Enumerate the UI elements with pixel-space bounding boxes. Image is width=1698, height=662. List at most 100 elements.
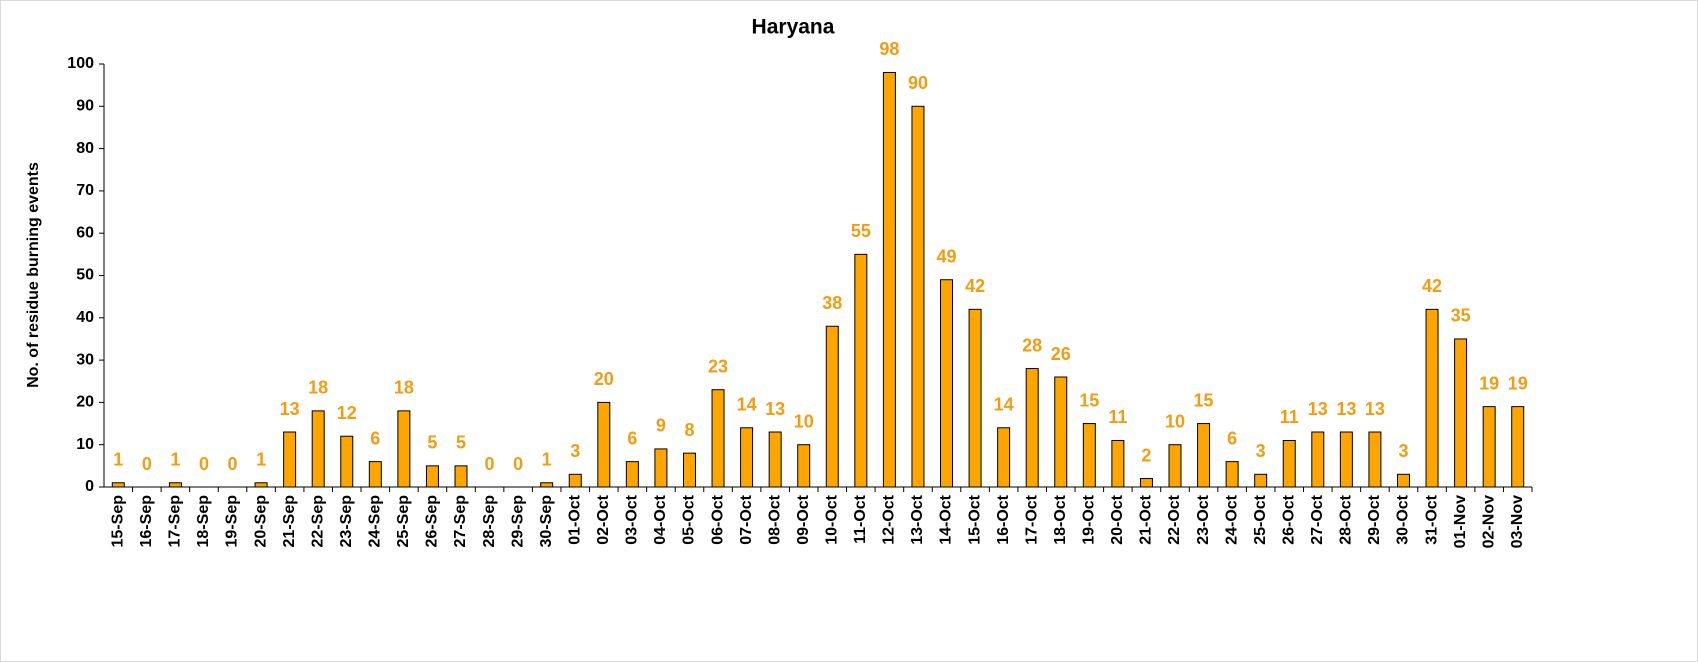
- bar: [1311, 431, 1325, 488]
- y-tick-label: 100: [67, 55, 94, 72]
- data-label: 5: [427, 433, 437, 453]
- x-tick-label: 27-Sep: [452, 495, 469, 548]
- data-label: 23: [708, 356, 728, 376]
- y-tick-label: 60: [76, 224, 94, 241]
- bar: [825, 325, 839, 488]
- bar: [568, 473, 582, 488]
- bar: [968, 308, 982, 488]
- bar: [882, 71, 896, 488]
- x-tick-label: 01-Oct: [566, 494, 583, 544]
- data-label: 18: [394, 378, 414, 398]
- data-label: 90: [908, 73, 928, 93]
- bar: [1054, 376, 1068, 488]
- data-label: 19: [1508, 373, 1528, 393]
- data-label: 8: [684, 420, 694, 440]
- data-label: 3: [1256, 441, 1266, 461]
- data-label: 14: [737, 395, 757, 415]
- bar: [1511, 406, 1525, 488]
- x-tick-label: 17-Oct: [1023, 494, 1040, 544]
- data-label: 10: [1165, 411, 1185, 431]
- data-label: 38: [822, 293, 842, 313]
- data-label: 3: [570, 441, 580, 461]
- data-label: 13: [1365, 399, 1385, 419]
- data-label: 10: [794, 411, 814, 431]
- data-label: 28: [1022, 335, 1042, 355]
- data-label: 1: [113, 450, 123, 470]
- x-tick-label: 15-Sep: [109, 495, 126, 548]
- data-label: 55: [851, 221, 871, 241]
- bar: [1254, 473, 1268, 488]
- data-label: 11: [1108, 407, 1127, 427]
- bar: [625, 461, 639, 488]
- x-tick-label: 17-Sep: [167, 495, 184, 548]
- bar: [1454, 338, 1468, 488]
- x-tick-label: 18-Oct: [1052, 494, 1069, 544]
- data-label: 11: [1280, 407, 1299, 427]
- x-tick-label: 05-Oct: [681, 494, 698, 544]
- x-tick-label: 21-Oct: [1138, 494, 1155, 544]
- x-tick-label: 20-Sep: [252, 495, 269, 548]
- bar: [597, 401, 611, 488]
- x-tick-label: 23-Sep: [338, 495, 355, 548]
- x-tick-label: 19-Oct: [1081, 494, 1098, 544]
- bar: [1368, 431, 1382, 488]
- chart-title: Haryana: [752, 16, 835, 39]
- x-tick-label: 26-Sep: [424, 495, 441, 548]
- x-tick-label: 23-Oct: [1195, 494, 1212, 544]
- x-tick-label: 13-Oct: [909, 494, 926, 544]
- x-tick-label: 02-Oct: [595, 494, 612, 544]
- bar: [740, 427, 754, 488]
- bar: [283, 431, 297, 488]
- bar: [1225, 461, 1239, 488]
- y-tick-label: 90: [76, 98, 94, 115]
- x-tick-label: 02-Nov: [1480, 495, 1497, 548]
- x-tick-label: 16-Sep: [138, 495, 155, 548]
- data-label: 13: [280, 399, 300, 419]
- x-tick-label: 22-Sep: [309, 495, 326, 548]
- y-tick-label: 50: [76, 267, 94, 284]
- data-label: 9: [656, 416, 666, 436]
- data-label: 0: [199, 454, 209, 474]
- y-tick-label: 70: [76, 182, 94, 199]
- bar: [1425, 308, 1439, 488]
- x-tick-label: 03-Nov: [1509, 495, 1526, 548]
- data-label: 0: [142, 454, 152, 474]
- x-tick-label: 12-Oct: [881, 494, 898, 544]
- bar: [425, 465, 439, 488]
- data-label: 13: [765, 399, 785, 419]
- bar: [168, 482, 182, 488]
- x-tick-label: 14-Oct: [938, 494, 955, 544]
- x-tick-label: 25-Sep: [395, 495, 412, 548]
- data-label: 35: [1451, 306, 1471, 326]
- x-tick-label: 25-Oct: [1252, 494, 1269, 544]
- bar: [111, 482, 125, 488]
- bar: [654, 448, 668, 488]
- data-label: 1: [542, 450, 552, 470]
- data-label: 42: [1422, 276, 1442, 296]
- bar: [368, 461, 382, 488]
- bar: [1025, 368, 1039, 488]
- data-label: 26: [1051, 344, 1071, 364]
- bar: [1339, 431, 1353, 488]
- x-tick-label: 22-Oct: [1166, 494, 1183, 544]
- x-tick-label: 28-Sep: [481, 495, 498, 548]
- x-tick-label: 16-Oct: [995, 494, 1012, 544]
- data-label: 1: [256, 450, 266, 470]
- y-tick-label: 0: [85, 478, 94, 495]
- x-tick-label: 08-Oct: [766, 494, 783, 544]
- x-tick-label: 01-Nov: [1452, 495, 1469, 548]
- bar: [940, 279, 954, 488]
- data-label: 6: [627, 428, 637, 448]
- y-tick-label: 40: [76, 309, 94, 326]
- data-label: 18: [308, 378, 328, 398]
- x-tick-label: 07-Oct: [738, 494, 755, 544]
- bar: [1082, 423, 1096, 488]
- x-tick-label: 31-Oct: [1423, 494, 1440, 544]
- x-tick-label: 21-Sep: [281, 495, 298, 548]
- data-label: 49: [937, 246, 957, 266]
- data-label: 42: [965, 276, 985, 296]
- data-label: 15: [1194, 390, 1214, 410]
- data-label: 15: [1079, 390, 1099, 410]
